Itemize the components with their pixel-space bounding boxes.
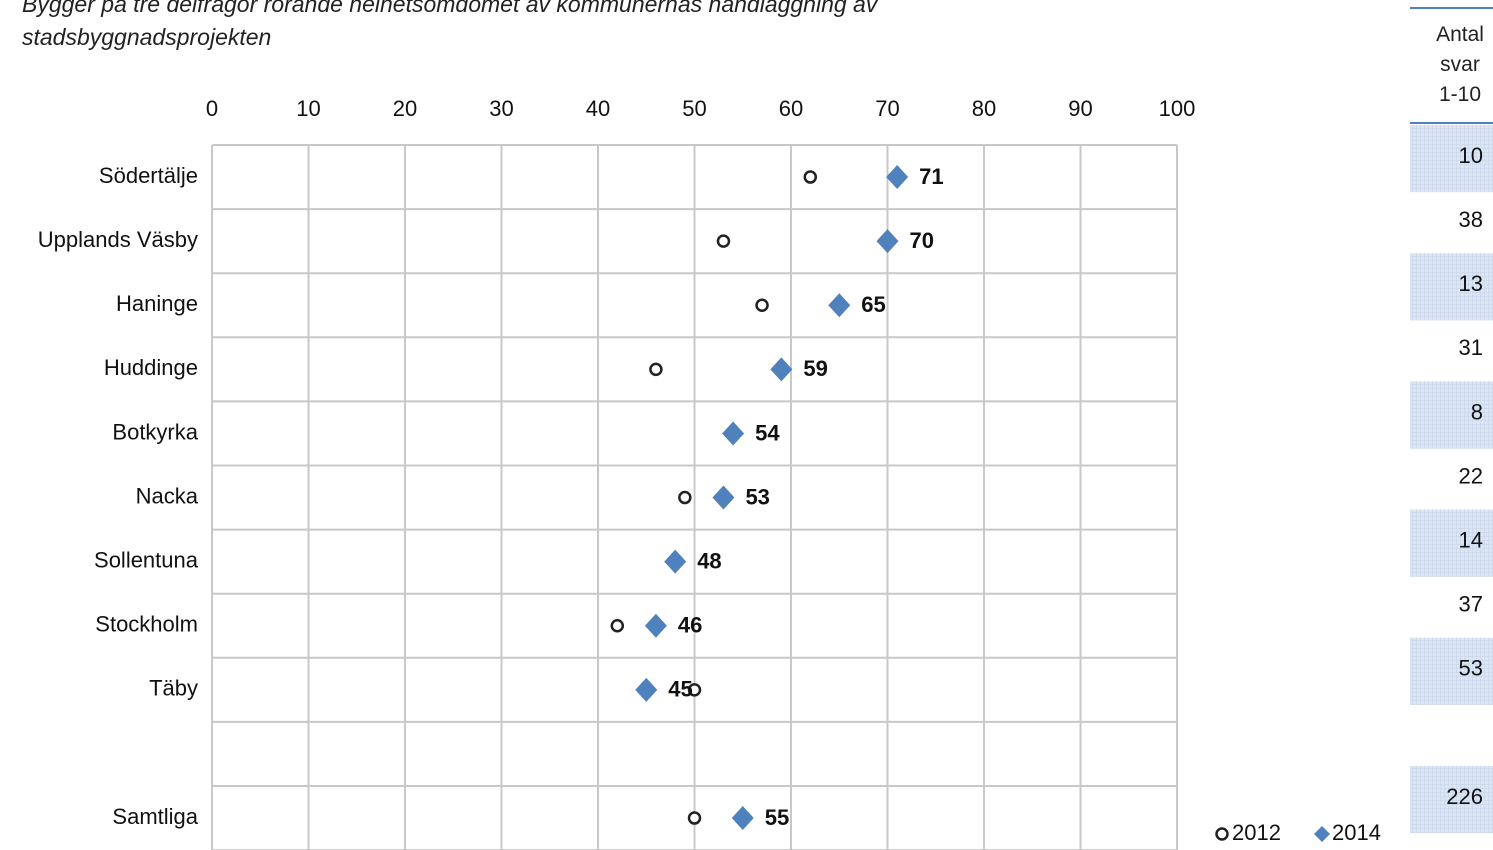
chart-title: Bygger på tre delfrågor rörande helhetso…: [22, 0, 878, 50]
data-label: 55: [765, 805, 789, 830]
y-tick-label: Stockholm: [95, 612, 198, 637]
marker-2012: [803, 170, 818, 184]
marker-2014: [886, 165, 909, 190]
table-cell-bg: [1410, 381, 1493, 449]
data-label: 65: [861, 292, 885, 317]
x-tick-label: 30: [489, 96, 513, 121]
marker-2014: [722, 421, 745, 446]
y-tick-label: Haninge: [116, 291, 198, 316]
data-label: 70: [910, 228, 934, 253]
marker-2012: [610, 619, 625, 633]
data-label: 71: [919, 164, 943, 189]
x-tick-label: 50: [682, 96, 706, 121]
y-tick-label: Botkyrka: [112, 419, 198, 444]
marker-2012: [649, 362, 663, 377]
table-cell: 226: [1446, 784, 1483, 809]
marker-2014: [635, 677, 658, 702]
marker-2014: [712, 485, 735, 510]
table-cell: 10: [1459, 143, 1483, 168]
y-tick-label: Nacka: [136, 483, 199, 508]
x-tick-label: 0: [206, 96, 218, 121]
marker-2014: [731, 806, 754, 831]
y-tick-label: Upplands Väsby: [38, 227, 198, 252]
table-cell: 38: [1459, 207, 1483, 232]
legend-label: 2012: [1232, 820, 1281, 845]
data-label: 45: [668, 677, 692, 702]
marker-2012: [716, 234, 731, 248]
y-tick-label: Huddinge: [104, 355, 198, 380]
table-cell: 14: [1459, 527, 1483, 552]
marker-2014: [828, 293, 851, 318]
table-cell-bg: [1410, 253, 1493, 321]
table-cell: 8: [1471, 399, 1483, 424]
y-tick-label: Sollentuna: [94, 547, 199, 572]
table-cell: 31: [1459, 335, 1483, 360]
x-tick-label: 10: [296, 96, 320, 121]
x-tick-label: 60: [779, 96, 803, 121]
table-header: Antal svar 1-10: [1436, 23, 1484, 106]
marker-2012: [687, 683, 702, 697]
x-tick-label: 90: [1068, 96, 1092, 121]
x-tick-label: 20: [393, 96, 417, 121]
marker-2012: [687, 811, 702, 825]
data-label: 53: [745, 484, 769, 509]
table-cell-bg: [1410, 637, 1493, 705]
table-cell: 13: [1459, 271, 1483, 296]
x-tick-label: 100: [1159, 96, 1196, 121]
table-cell-bg: [1410, 766, 1493, 834]
x-tick-label: 40: [586, 96, 610, 121]
data-label: 59: [803, 356, 827, 381]
x-tick-label: 70: [875, 96, 899, 121]
data-label: 54: [755, 420, 780, 445]
y-tick-label: Samtliga: [112, 804, 198, 829]
table-cell: 37: [1459, 592, 1483, 617]
table-cell: 53: [1459, 656, 1483, 681]
marker-2014: [644, 613, 667, 638]
marker-2014: [876, 229, 899, 254]
data-label: 48: [697, 548, 721, 573]
table-cell: 22: [1459, 463, 1483, 488]
table-cell-bg: [1410, 509, 1493, 577]
marker-2014: [1314, 826, 1330, 842]
x-tick-label: 80: [972, 96, 996, 121]
data-label: 46: [678, 613, 702, 638]
marker-2012: [678, 490, 692, 505]
marker-2012: [755, 298, 769, 312]
marker-2014: [664, 549, 687, 574]
marker-2014: [770, 357, 793, 382]
table-cell-bg: [1410, 125, 1493, 193]
legend-label: 2014: [1332, 820, 1381, 845]
y-tick-label: Södertälje: [99, 163, 198, 188]
marker-2012: [1215, 827, 1229, 841]
y-tick-label: Täby: [149, 676, 198, 701]
